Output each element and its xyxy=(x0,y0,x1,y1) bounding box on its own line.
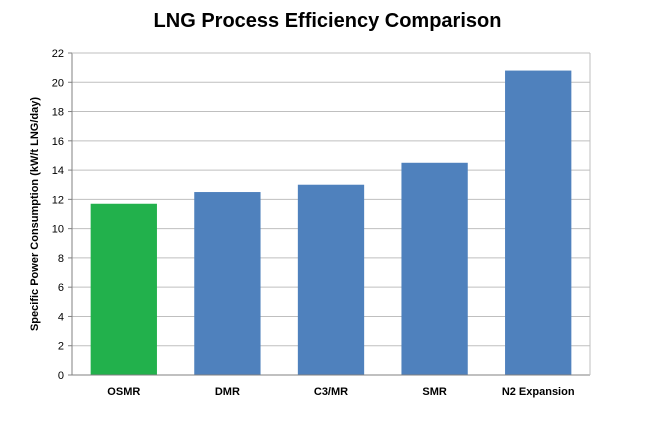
y-tick-label: 10 xyxy=(52,224,64,236)
x-tick-label: C3/MR xyxy=(314,386,348,398)
x-tick-label: OSMR xyxy=(107,386,140,398)
axes xyxy=(71,52,591,376)
bar-dmr xyxy=(194,192,261,375)
y-tick-label: 22 xyxy=(52,48,64,60)
y-tick-label: 20 xyxy=(52,77,64,89)
bar-n2-expansion xyxy=(505,70,572,376)
y-tick-label: 8 xyxy=(58,253,64,265)
x-tick-label: N2 Expansion xyxy=(502,386,575,398)
x-tick-label: DMR xyxy=(215,386,240,398)
y-tick-label: 2 xyxy=(58,341,64,353)
bar-smr xyxy=(401,162,468,375)
bar-c3-mr xyxy=(297,184,365,375)
bars xyxy=(90,70,572,376)
bar-osmr xyxy=(90,203,157,375)
y-tick-label: 0 xyxy=(58,370,64,382)
y-tick-label: 16 xyxy=(52,136,64,148)
chart-title: LNG Process Efficiency Comparison xyxy=(153,10,502,32)
x-tick-labels: OSMR DMR C3/MR SMR N2 Expansion xyxy=(107,386,575,398)
y-axis-label: Specific Power Consumption (kW/t LNG/day… xyxy=(29,97,41,331)
y-tick-label: 12 xyxy=(52,194,64,206)
y-tick-label: 6 xyxy=(58,282,64,294)
y-tick-labels: 0 2 4 6 8 10 12 14 16 18 20 22 xyxy=(52,48,64,382)
y-tick-label: 4 xyxy=(58,311,64,323)
x-tick-label: SMR xyxy=(422,386,447,398)
y-tick-label: 18 xyxy=(52,107,64,119)
y-tick-label: 14 xyxy=(52,165,64,177)
